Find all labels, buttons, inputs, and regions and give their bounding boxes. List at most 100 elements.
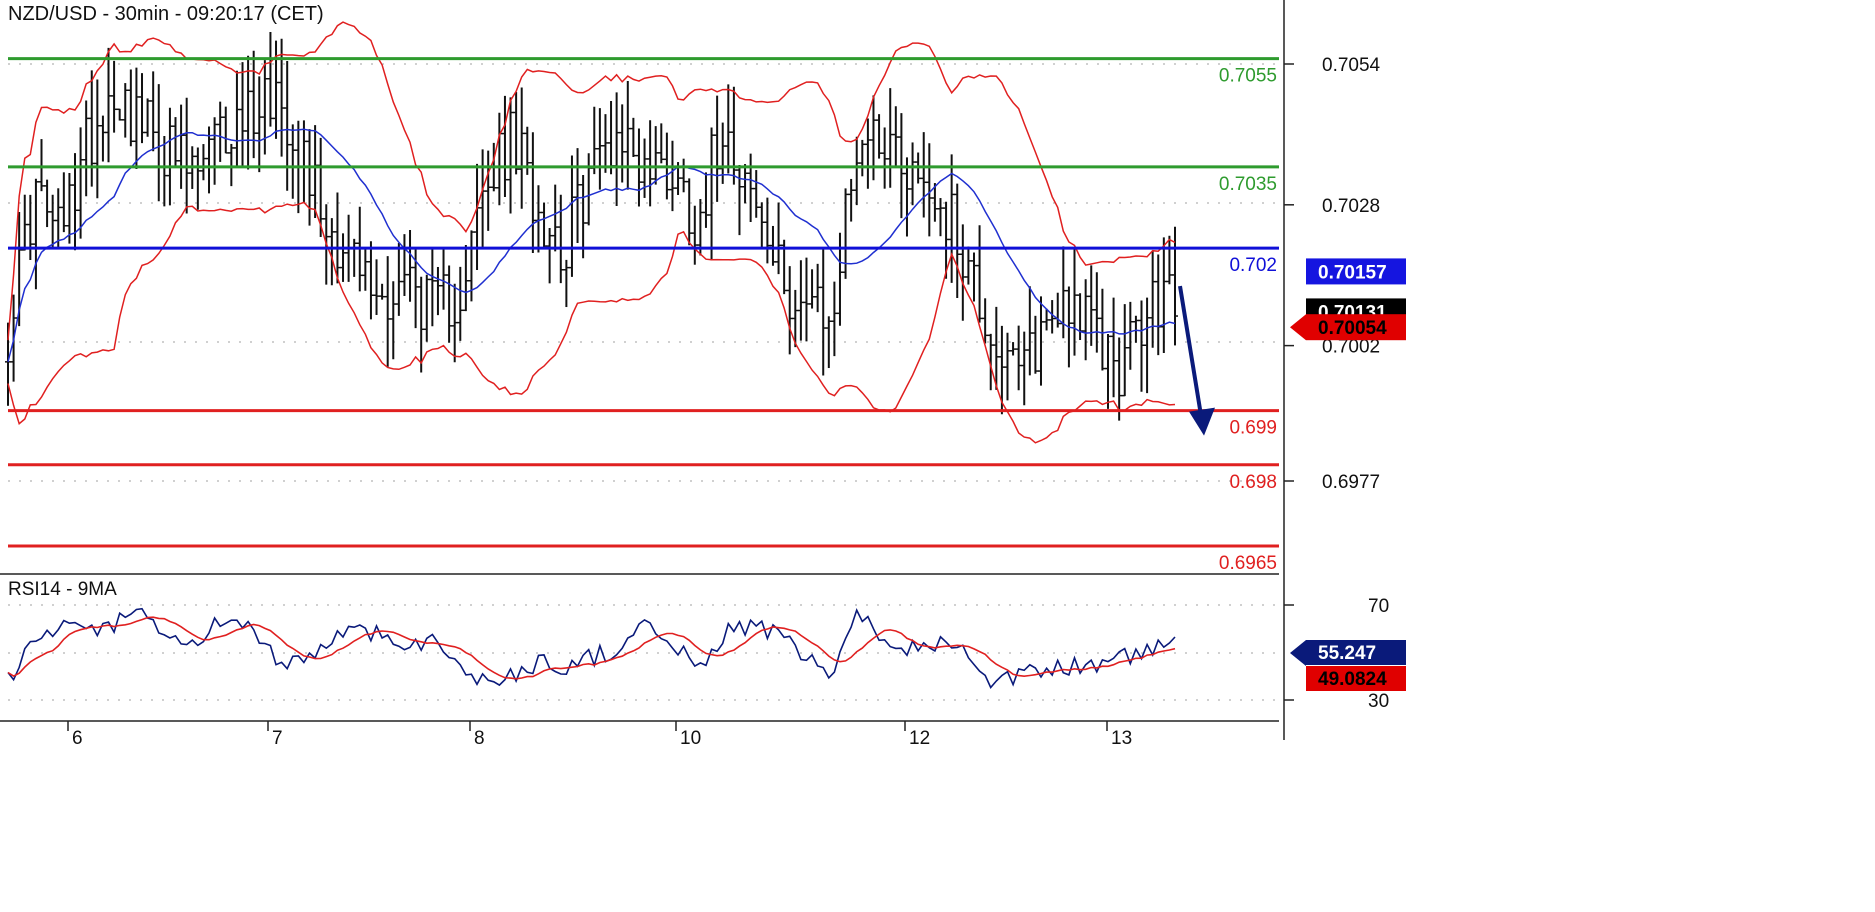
candle <box>753 170 760 218</box>
candle <box>317 137 324 237</box>
candle <box>1149 250 1156 348</box>
candle <box>38 139 45 192</box>
candle <box>1104 333 1111 409</box>
day-label: 6 <box>72 728 83 749</box>
candle <box>340 233 347 282</box>
candle <box>920 132 927 218</box>
candle <box>267 31 274 127</box>
candle <box>418 276 425 373</box>
candle <box>797 260 804 341</box>
candle <box>887 88 894 188</box>
candle <box>987 333 994 391</box>
candle <box>1166 235 1173 285</box>
candle <box>217 101 224 162</box>
candle <box>139 73 146 144</box>
candle <box>1021 331 1028 406</box>
svg-text:55.247: 55.247 <box>1318 643 1376 664</box>
candle <box>647 120 654 207</box>
candle <box>552 184 559 252</box>
candle <box>1132 315 1139 343</box>
candle <box>513 92 520 175</box>
candle <box>965 246 972 285</box>
rsi-tick-label: 70 <box>1368 596 1389 617</box>
candle <box>429 247 436 327</box>
price-axis: 0.7054 0.7028 0.7002 0.6977 <box>1284 55 1381 493</box>
candle <box>451 283 458 363</box>
candle <box>1004 332 1011 401</box>
candle <box>529 132 536 254</box>
candle <box>1110 297 1117 398</box>
candle <box>892 106 899 169</box>
candle <box>284 61 291 191</box>
candle <box>423 274 430 342</box>
rsi-badge: 49.0824 <box>1306 666 1406 691</box>
candle <box>200 144 207 181</box>
day-label: 8 <box>474 728 485 749</box>
candle <box>820 247 827 376</box>
candle <box>541 202 548 249</box>
candle <box>66 173 73 244</box>
candle <box>848 178 855 222</box>
day-label: 10 <box>680 728 701 749</box>
candle <box>1071 247 1078 356</box>
candle <box>1037 296 1044 386</box>
candle <box>440 249 447 310</box>
candle <box>926 143 933 237</box>
moving-average-line <box>7 128 1176 362</box>
candle <box>133 67 140 170</box>
candle <box>485 150 492 231</box>
candle <box>1144 297 1151 394</box>
candle <box>49 194 56 250</box>
candle <box>1099 288 1106 371</box>
candle <box>803 257 810 342</box>
arrow-head <box>1189 407 1215 436</box>
candle <box>909 142 916 206</box>
candle <box>769 225 776 266</box>
candle <box>831 281 838 357</box>
candle <box>719 122 726 184</box>
candle <box>764 197 771 264</box>
candle <box>1121 304 1128 397</box>
candle <box>881 127 888 189</box>
candle <box>111 60 118 133</box>
candle <box>32 178 39 290</box>
candle <box>462 245 469 312</box>
candle <box>742 164 749 204</box>
level-label: 0.7035 <box>1219 174 1277 195</box>
level-label: 0.699 <box>1229 418 1277 439</box>
candle <box>596 108 603 190</box>
candle <box>373 259 380 315</box>
candle <box>1082 279 1089 361</box>
candle <box>864 118 871 189</box>
candle <box>937 198 944 237</box>
price-badge: 0.70157 <box>1306 258 1406 285</box>
price-candles <box>5 31 1178 421</box>
candle <box>574 148 581 244</box>
candle <box>44 179 51 228</box>
level-lines: 0.7055 0.7035 0.702 0.699 0.698 0.6965 <box>8 57 1279 574</box>
candle <box>395 242 402 316</box>
level-label: 0.7055 <box>1219 66 1277 87</box>
candle <box>256 76 263 173</box>
candle <box>546 228 553 284</box>
candle <box>166 107 173 206</box>
day-label: 7 <box>272 728 283 749</box>
candle <box>1172 226 1178 346</box>
candle <box>312 125 319 218</box>
price-tick-label: 0.7002 <box>1322 337 1380 358</box>
candle <box>518 87 525 209</box>
candle <box>702 172 709 228</box>
candle <box>99 115 106 162</box>
candle <box>1032 315 1039 374</box>
candle <box>289 124 296 199</box>
candle <box>83 100 90 197</box>
candle <box>619 104 626 183</box>
candle <box>194 147 201 210</box>
candle <box>434 266 441 316</box>
candle <box>457 266 464 341</box>
candle <box>379 283 386 300</box>
candle <box>446 265 453 343</box>
candle <box>993 306 1000 390</box>
